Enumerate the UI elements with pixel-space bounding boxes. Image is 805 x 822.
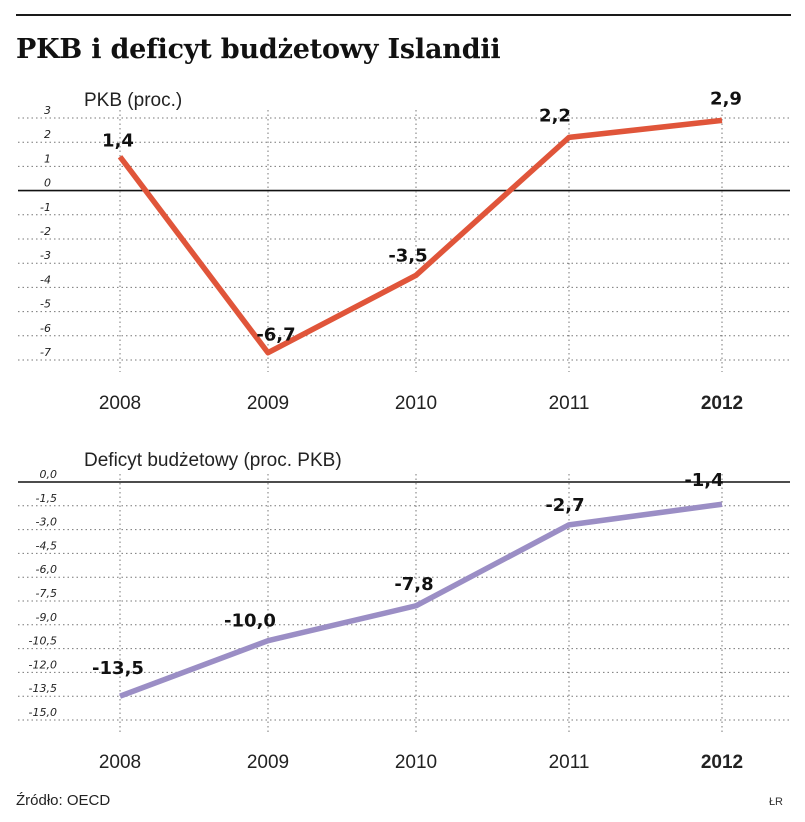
chart2-subtitle: Deficyt budżetowy (proc. PKB) [84, 450, 342, 471]
x-tick-label: 2008 [99, 752, 141, 773]
data-label: -6,7 [256, 325, 295, 346]
page-title: PKB i deficyt budżetowy Islandii [16, 34, 501, 65]
x-tick-label: 2010 [395, 393, 437, 414]
data-label: 2,2 [539, 105, 571, 126]
y-tick-label: -3,0 [36, 516, 57, 529]
y-tick-label: 2 [44, 128, 51, 141]
x-tick-label: 2008 [99, 393, 141, 414]
data-label: -3,5 [388, 245, 427, 266]
x-tick-label: 2012 [701, 752, 743, 773]
x-tick-label: 2011 [549, 752, 590, 773]
y-tick-label: -4 [40, 273, 51, 286]
y-tick-label: -5 [40, 298, 51, 311]
y-tick-label: 0,0 [40, 468, 58, 481]
y-tick-label: -12,0 [29, 658, 57, 671]
x-tick-label: 2009 [247, 393, 289, 414]
x-tick-label: 2010 [395, 752, 437, 773]
y-tick-label: 0 [44, 177, 51, 190]
data-label: -13,5 [92, 658, 144, 679]
data-label: -1,4 [684, 470, 723, 491]
x-tick-label: 2009 [247, 752, 289, 773]
y-tick-label: -4,5 [36, 539, 57, 552]
y-tick-label: -7,5 [36, 587, 57, 600]
y-tick-label: -7 [40, 346, 51, 359]
y-tick-label: -15,0 [29, 706, 57, 719]
y-tick-label: -1,5 [36, 492, 57, 505]
y-tick-label: -13,5 [29, 682, 57, 695]
source-note: Źródło: OECD [16, 792, 111, 809]
data-label: 2,9 [710, 88, 742, 109]
data-label: -7,8 [394, 574, 433, 595]
series-line [119, 501, 723, 699]
x-tick-label: 2011 [549, 393, 590, 414]
top-rule [16, 14, 791, 16]
y-tick-label: 3 [44, 104, 51, 117]
x-tick-label: 2012 [701, 393, 743, 414]
y-tick-label: -10,5 [29, 635, 57, 648]
y-tick-label: -2 [40, 225, 51, 238]
chart1-subtitle: PKB (proc.) [84, 90, 183, 111]
gdp-line-chart: 3 2 1 0 -1 -2 -3 -4 -5 -6 -7 2008 2009 2010 2011 2012 1,… [18, 88, 790, 414]
data-label: -2,7 [545, 495, 584, 516]
author-credit: ŁR [768, 796, 783, 808]
y-tick-label: 1 [44, 152, 51, 165]
data-label: 1,4 [102, 131, 134, 152]
data-label: -10,0 [224, 611, 276, 632]
y-tick-label: -3 [40, 249, 51, 262]
y-tick-label: -9,0 [36, 611, 57, 624]
y-tick-label: -6,0 [36, 563, 57, 576]
y-tick-label: -6 [40, 322, 51, 335]
y-tick-label: -1 [40, 201, 51, 214]
